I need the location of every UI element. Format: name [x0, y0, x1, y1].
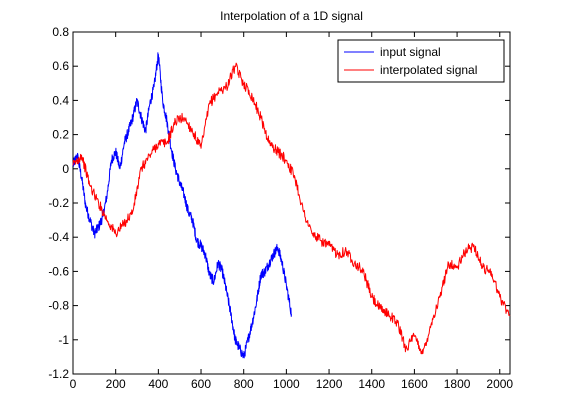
x-tick-label: 1400 [358, 377, 385, 391]
y-tick-label: 0.4 [52, 93, 69, 107]
x-tick-label: 2000 [486, 377, 513, 391]
x-tick-label: 1000 [273, 377, 300, 391]
x-tick-label: 600 [191, 377, 211, 391]
y-tick-label: -0.4 [48, 230, 69, 244]
chart-title: Interpolation of a 1D signal [220, 9, 363, 23]
legend-box [337, 39, 505, 83]
x-tick-label: 1600 [401, 377, 428, 391]
series-layer [72, 52, 511, 359]
legend-label: input signal [380, 45, 441, 59]
series-line-interpolated [72, 62, 511, 355]
x-tick-label: 200 [106, 377, 126, 391]
y-tick-label: -0.6 [48, 264, 69, 278]
y-tick-label: -0.8 [48, 299, 69, 313]
x-tick-label: 800 [234, 377, 254, 391]
y-tick-label: -1 [58, 333, 69, 347]
axis-ticks: 0 200 400 600 800 1000 1200 1400 1600 1800 2000 -1.… [48, 25, 513, 391]
x-tick-label: 1200 [316, 377, 343, 391]
y-tick-label: 0.6 [52, 59, 69, 73]
legend-label: interpolated signal [380, 63, 477, 77]
legend: input signal interpolated signal [337, 39, 505, 83]
x-tick-label: 0 [70, 377, 77, 391]
y-tick-label: 0 [62, 162, 69, 176]
x-tick-label: 400 [148, 377, 168, 391]
plot-area [72, 31, 511, 375]
series-line-input [72, 52, 292, 359]
y-tick-label: 0.2 [52, 128, 69, 142]
y-tick-label: -1.2 [48, 367, 69, 381]
y-tick-label: -0.2 [48, 196, 69, 210]
y-tick-label: 0.8 [52, 25, 69, 39]
x-tick-label: 1800 [444, 377, 471, 391]
